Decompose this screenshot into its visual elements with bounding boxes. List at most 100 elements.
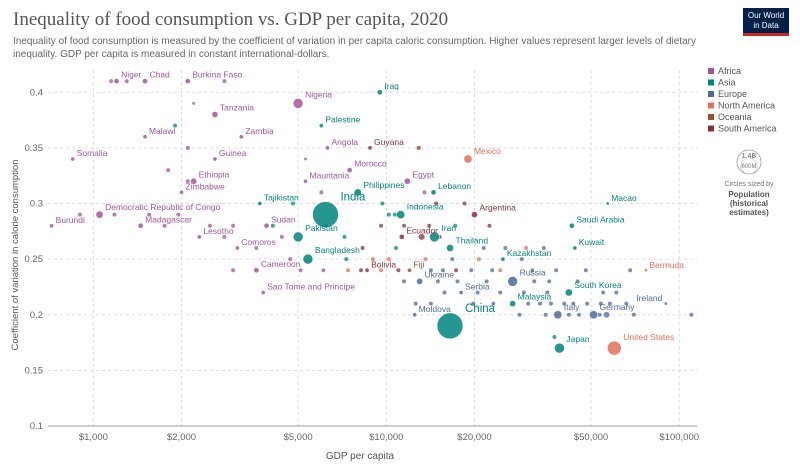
point-malaysia[interactable] [509,300,516,307]
data-point[interactable] [359,268,364,273]
data-point[interactable] [450,257,455,262]
data-point[interactable] [279,234,284,239]
data-point[interactable] [607,301,612,306]
data-point[interactable] [423,257,428,262]
data-point[interactable] [598,301,603,306]
point-zimbabwe[interactable] [179,190,184,195]
data-point[interactable] [571,301,576,306]
point-guyana[interactable] [367,145,373,151]
point-egypt[interactable] [404,178,411,185]
point-south-korea[interactable] [565,288,573,297]
data-point[interactable] [530,268,535,273]
data-point[interactable] [222,234,227,239]
legend-swatch-europe[interactable] [708,91,714,97]
data-point[interactable] [549,301,554,306]
data-point[interactable] [454,268,459,273]
point-macao[interactable] [606,201,610,206]
data-point[interactable] [254,246,259,250]
data-point[interactable] [462,201,467,206]
point-thailand[interactable] [446,244,454,252]
legend-label-north-america[interactable]: North America [718,101,775,111]
data-point[interactable] [503,246,508,250]
data-point[interactable] [77,212,82,217]
data-point[interactable] [222,79,227,84]
point-mexico[interactable] [463,154,473,164]
point-kazakhstan[interactable] [500,256,506,262]
point-italy[interactable] [553,310,562,319]
data-point[interactable] [344,257,349,262]
data-point[interactable] [345,268,350,273]
data-point[interactable] [380,201,385,206]
legend-swatch-africa[interactable] [708,68,714,74]
data-point[interactable] [386,212,391,217]
point-lebanon[interactable] [430,189,437,196]
data-point[interactable] [498,290,503,295]
data-point[interactable] [498,268,503,273]
data-point[interactable] [601,290,606,295]
point-indonesia[interactable] [396,210,405,219]
point-niger[interactable] [113,78,120,84]
point-pakistan[interactable] [292,231,304,243]
point-argentina[interactable] [471,211,478,218]
legend-swatch-north-america[interactable] [708,102,714,109]
data-point[interactable] [402,223,407,228]
point-burkina-faso[interactable] [185,78,191,84]
point-ireland[interactable] [664,301,668,306]
point-tajikistan[interactable] [257,201,262,206]
point-nigeria[interactable] [292,98,304,109]
point-kuwait[interactable] [572,245,577,251]
data-point[interactable] [487,223,492,228]
data-point[interactable] [270,223,275,228]
data-point[interactable] [166,168,171,173]
data-point[interactable] [455,279,460,284]
data-point[interactable] [342,234,347,239]
point-russia[interactable] [507,276,518,287]
point-ukraine[interactable] [416,278,423,285]
point-iran[interactable] [429,231,440,243]
data-point[interactable] [109,79,114,84]
data-point[interactable] [469,268,474,273]
data-point[interactable] [185,179,190,184]
data-point[interactable] [173,123,178,128]
point-bolivia[interactable] [364,268,370,273]
data-point[interactable] [396,268,401,273]
data-point[interactable] [176,212,181,217]
point-morocco[interactable] [347,167,353,173]
point-ecuador[interactable] [399,234,405,240]
point-sao-tome-and-principe[interactable] [261,290,266,295]
data-point[interactable] [321,268,326,273]
data-point[interactable] [428,301,433,306]
data-point[interactable] [631,312,636,317]
legend-label-europe[interactable]: Europe [718,89,747,99]
point-germany[interactable] [589,310,598,319]
point-tanzania[interactable] [211,111,219,118]
point-guinea[interactable] [212,156,218,162]
data-point[interactable] [162,223,167,228]
data-point[interactable] [562,301,567,306]
data-point[interactable] [416,145,421,150]
data-point[interactable] [476,257,481,262]
data-point[interactable] [541,246,546,250]
data-point[interactable] [440,268,445,273]
data-point[interactable] [192,101,196,105]
point-japan[interactable] [554,342,565,354]
point-sudan[interactable] [263,223,270,229]
data-point[interactable] [689,312,694,317]
point-comoros[interactable] [235,245,240,251]
point-philippines[interactable] [354,188,362,197]
data-point[interactable] [490,268,495,273]
data-point[interactable] [147,212,152,217]
data-point[interactable] [418,233,425,240]
point-democratic-republic-of-congo[interactable] [95,210,104,219]
data-point[interactable] [545,290,550,295]
data-point[interactable] [547,279,552,284]
point-fiji[interactable] [407,268,412,273]
data-point[interactable] [566,312,571,317]
legend-swatch-oceania[interactable] [708,114,714,120]
legend-label-oceania[interactable]: Oceania [718,112,752,122]
data-point[interactable] [319,190,324,195]
data-point[interactable] [392,212,397,217]
point-china[interactable] [436,312,464,340]
data-point[interactable] [422,190,427,195]
data-point[interactable] [491,301,496,306]
